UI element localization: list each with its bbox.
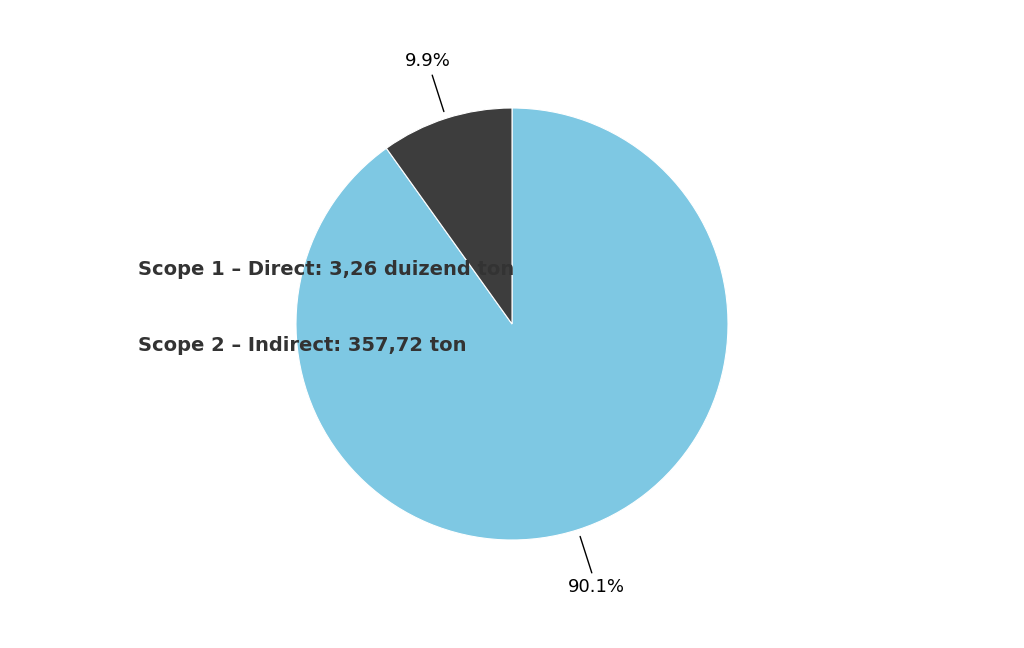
Circle shape xyxy=(98,256,126,284)
Circle shape xyxy=(98,332,126,360)
Text: 90.1%: 90.1% xyxy=(568,537,625,596)
Text: Scope 1 – Direct: 3,26 duizend ton: Scope 1 – Direct: 3,26 duizend ton xyxy=(138,260,515,279)
Wedge shape xyxy=(296,108,728,540)
Text: Scope 2 – Indirect: 357,72 ton: Scope 2 – Indirect: 357,72 ton xyxy=(138,336,467,355)
Wedge shape xyxy=(386,108,512,324)
Text: 9.9%: 9.9% xyxy=(404,52,451,111)
